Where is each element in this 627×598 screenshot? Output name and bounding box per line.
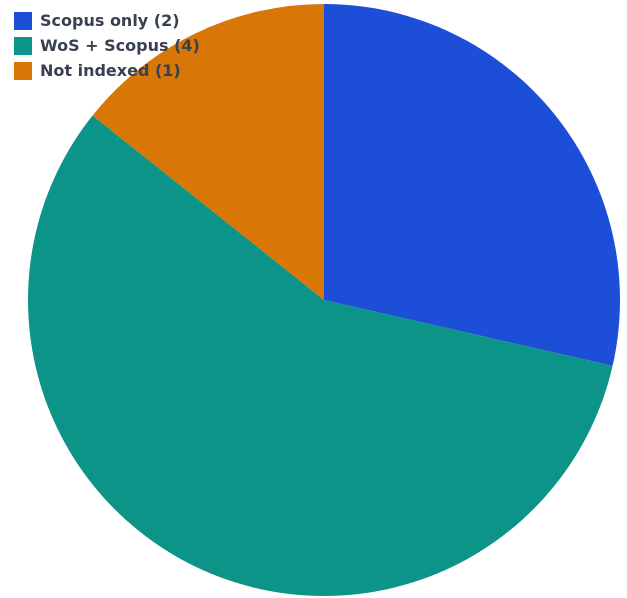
legend-swatch [14,61,32,80]
legend-label: Scopus only (2) [40,11,180,30]
legend-swatch [14,36,32,55]
legend: Scopus only (2) WoS + Scopus (4) Not ind… [14,8,200,83]
legend-label: WoS + Scopus (4) [40,36,200,55]
legend-item-not-indexed[interactable]: Not indexed (1) [14,58,200,83]
legend-label: Not indexed (1) [40,61,181,80]
legend-swatch [14,11,32,30]
legend-item-wos-scopus[interactable]: WoS + Scopus (4) [14,33,200,58]
pie-slice-wos-scopus[interactable] [28,115,613,597]
pie-slice-scopus-only[interactable] [324,4,621,366]
pie-slice-not-indexed[interactable] [92,4,324,300]
legend-item-scopus-only[interactable]: Scopus only (2) [14,8,200,33]
